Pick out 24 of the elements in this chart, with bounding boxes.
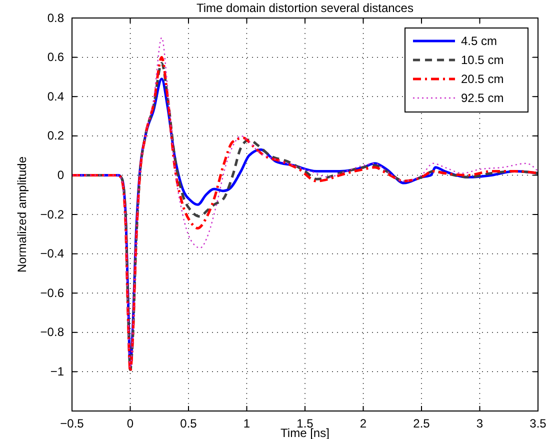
x-tick-label: −0.5	[60, 416, 84, 431]
x-tick-label: 2	[360, 416, 367, 431]
chart-title: Time domain distortion several distances	[196, 1, 414, 15]
y-tick-label: 0.8	[47, 10, 64, 25]
legend-label: 4.5 cm	[461, 34, 498, 48]
y-tick-label: −0.4	[40, 246, 64, 261]
y-axis-title: Normalized amplitude	[15, 156, 29, 273]
x-tick-label: 0.5	[180, 416, 198, 431]
x-tick-label: 0	[126, 416, 134, 431]
y-tick-label: 0.4	[47, 89, 64, 104]
legend-label: 92.5 cm	[461, 91, 504, 105]
y-tick-label: −0.6	[40, 286, 64, 300]
x-tick-label: 2.5	[413, 416, 430, 431]
y-tick-label: −1	[50, 364, 64, 379]
x-tick-label: 3.5	[530, 416, 547, 431]
y-tick-label: 0.6	[47, 50, 64, 64]
x-tick-label: 1	[243, 416, 250, 431]
legend-label: 10.5 cm	[461, 53, 504, 67]
y-tick-label: −0.2	[40, 207, 64, 222]
y-tick-label: 0	[57, 168, 64, 182]
y-tick-label: 0.2	[47, 128, 64, 143]
x-tick-label: 3	[476, 416, 484, 431]
y-tick-label: −0.8	[40, 325, 64, 340]
legend-label: 20.5 cm	[461, 72, 504, 86]
